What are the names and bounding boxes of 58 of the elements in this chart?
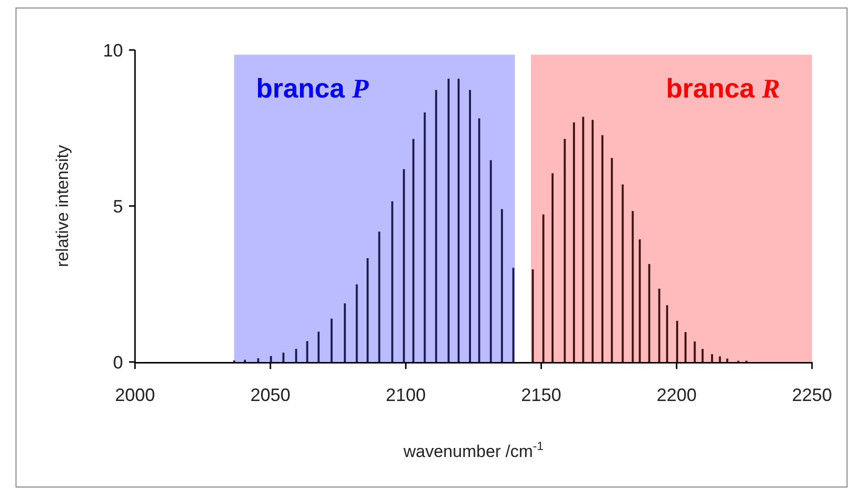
band-label: branca R (666, 74, 780, 104)
bar (318, 332, 320, 362)
bar (402, 169, 405, 362)
bar (468, 90, 471, 362)
x-tick-label: 2100 (386, 385, 426, 405)
bar (582, 116, 584, 362)
bar (448, 78, 450, 362)
bar (702, 348, 704, 362)
bar (512, 268, 514, 362)
bar (726, 358, 728, 362)
bar (478, 118, 480, 362)
bar (366, 258, 369, 362)
x-tick-label: 2050 (250, 385, 290, 405)
bar (658, 288, 660, 362)
bar (632, 210, 634, 362)
bar (592, 120, 594, 362)
bar (391, 201, 394, 362)
x-tick-label: 2150 (521, 385, 562, 405)
bar (711, 354, 714, 362)
x-tick-label: 2250 (792, 385, 832, 405)
bar (490, 160, 492, 362)
bar (330, 318, 333, 362)
x-axis-title: wavenumber /cm$^{-1}$ (402, 439, 544, 461)
y-tick-label: 0 (112, 352, 123, 372)
bar (306, 341, 308, 362)
bar (344, 303, 346, 362)
bar (601, 135, 604, 362)
bar (718, 356, 721, 362)
bar (552, 173, 554, 362)
y-axis-title: relative intensity (53, 144, 72, 267)
bar (295, 348, 298, 362)
bar (356, 284, 358, 362)
bar (532, 269, 534, 362)
bar (694, 341, 696, 362)
bar (282, 352, 284, 362)
band-label: branca P (256, 74, 370, 104)
bar (270, 356, 272, 362)
bar (666, 305, 668, 362)
x-tick-label: 2200 (656, 385, 697, 405)
bar (610, 158, 613, 362)
bar (378, 232, 380, 362)
bar (458, 78, 460, 362)
bar (638, 239, 641, 362)
bar (424, 112, 426, 362)
bar (542, 214, 544, 362)
bar (500, 209, 503, 362)
bar (564, 138, 566, 362)
bar (572, 122, 575, 362)
x-tick-label: 2000 (114, 385, 156, 405)
y-tick-label: 10 (102, 40, 123, 60)
bar (622, 184, 624, 362)
bar (684, 332, 687, 362)
bar (676, 320, 678, 362)
y-tick-label: 5 (112, 196, 123, 216)
bar (435, 90, 438, 362)
bar (412, 138, 414, 362)
bar (257, 358, 260, 362)
bar (648, 264, 650, 362)
